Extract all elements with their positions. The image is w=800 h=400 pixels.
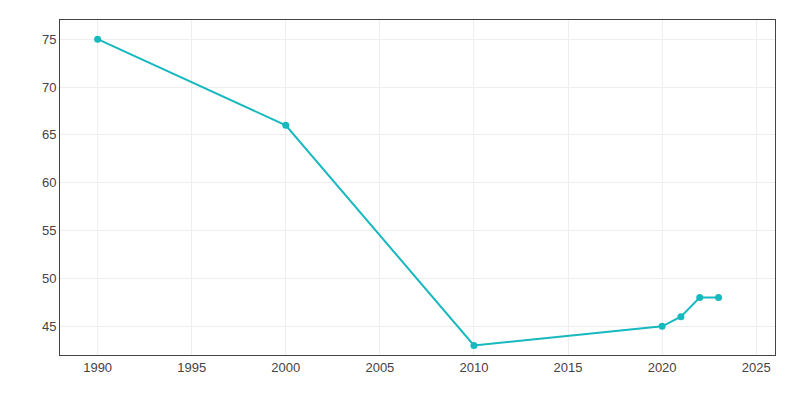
svg-text:2010: 2010: [459, 360, 488, 375]
svg-text:75: 75: [42, 32, 56, 47]
svg-text:45: 45: [42, 319, 56, 334]
svg-text:60: 60: [42, 175, 56, 190]
svg-text:2020: 2020: [648, 360, 677, 375]
svg-text:2005: 2005: [365, 360, 394, 375]
svg-text:1995: 1995: [177, 360, 206, 375]
svg-text:50: 50: [42, 271, 56, 286]
svg-text:2025: 2025: [742, 360, 771, 375]
svg-text:1990: 1990: [83, 360, 112, 375]
svg-text:65: 65: [42, 127, 56, 142]
svg-text:2000: 2000: [271, 360, 300, 375]
svg-text:55: 55: [42, 223, 56, 238]
svg-text:70: 70: [42, 80, 56, 95]
svg-text:2015: 2015: [554, 360, 583, 375]
